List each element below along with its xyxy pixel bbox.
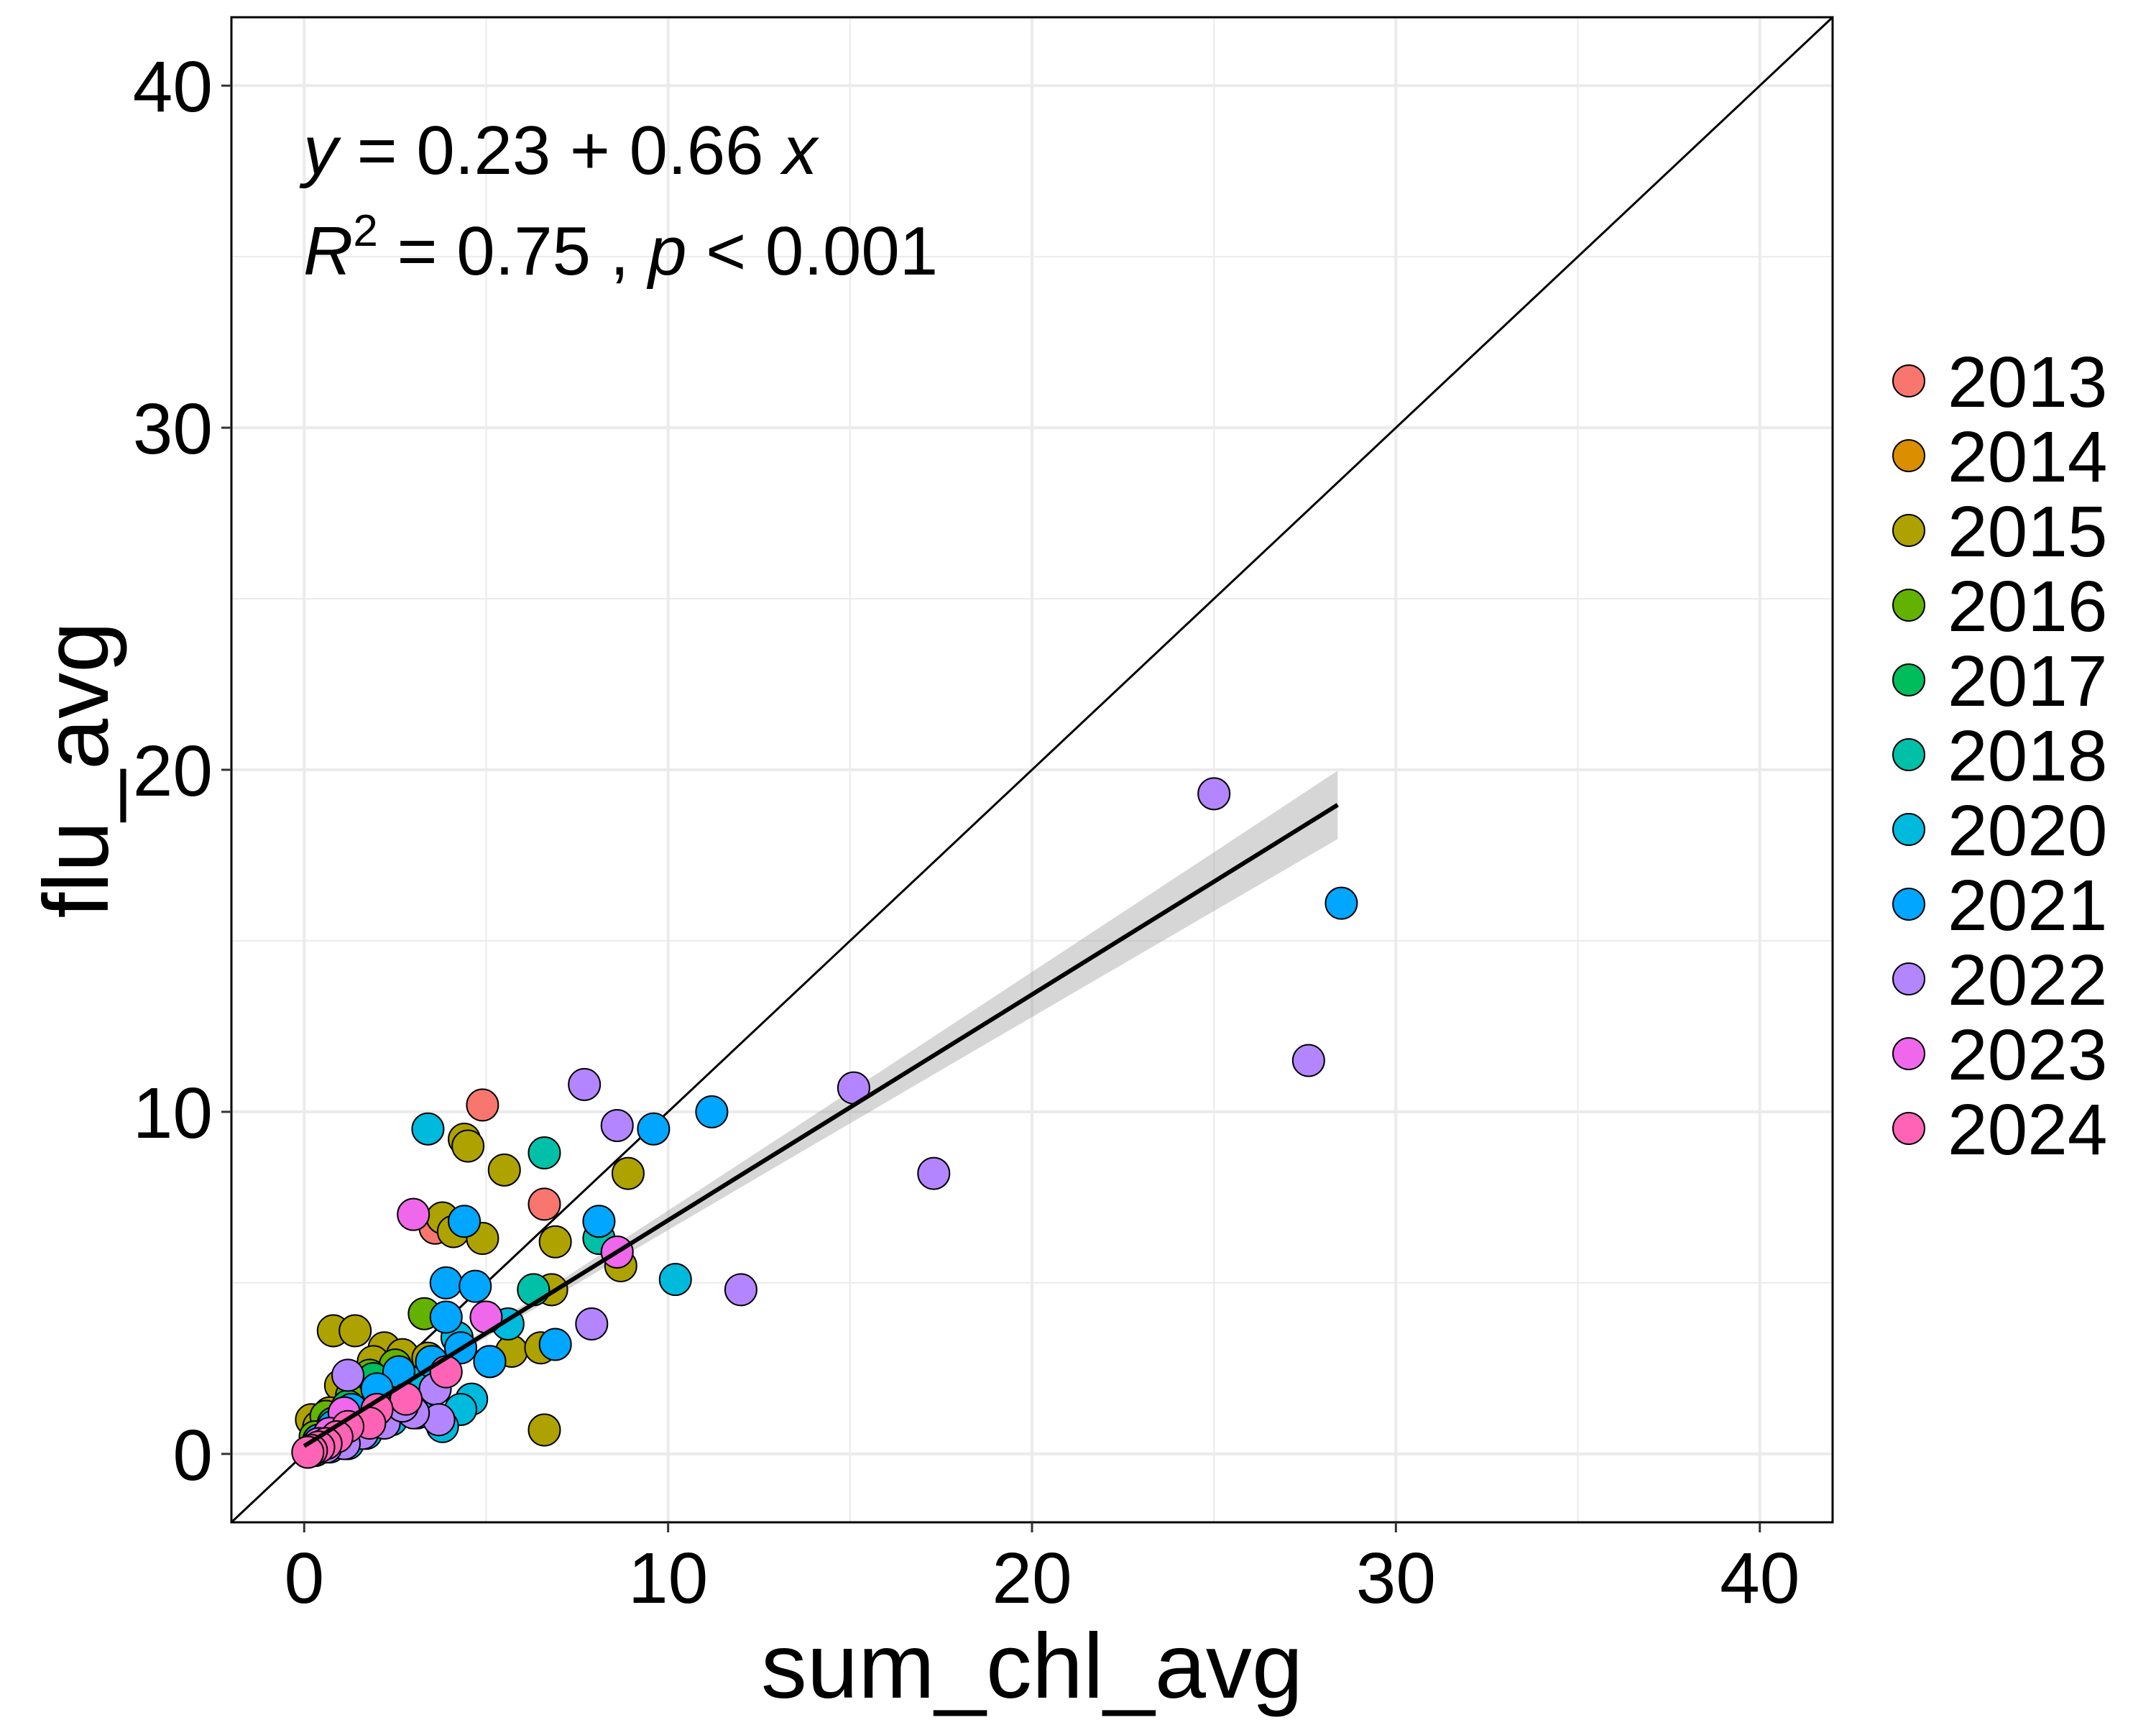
legend-key-2017 [1892,663,1925,696]
point-2022 [1197,777,1231,811]
axis-ticks: 0 10 20 30 40 0 10 20 30 40 [133,47,1800,1619]
legend-label-2015: 2015 [1948,492,2107,572]
legend-key-2023 [1892,1037,1925,1070]
regression-equation: y = 0.23 + 0.66 x R2 = 0.75 , p < 0.001 [299,112,938,290]
legend-label-2020: 2020 [1948,791,2107,871]
point-2021 [695,1095,729,1128]
regression-line-segment [303,803,1339,1448]
point-2013 [466,1088,499,1122]
point-2021 [637,1112,671,1146]
equation-formula: = 0.23 + 0.66 [338,112,783,189]
equation-line-2: R2 = 0.75 , p < 0.001 [303,206,938,290]
legend-label-2018: 2018 [1948,716,2107,796]
point-2021 [1325,886,1358,920]
legend-label-2014: 2014 [1948,417,2107,497]
x-axis-title: sum_chl_avg [761,1615,1303,1718]
point-2015 [538,1225,572,1259]
x-tick-label: 30 [1356,1538,1436,1619]
point-2022 [331,1358,365,1392]
y-tick-label: 40 [133,47,213,127]
point-2021 [429,1300,463,1334]
legend-label-2013: 2013 [1948,342,2107,423]
equation-p-value: < 0.001 [686,213,938,290]
legend-key-2016 [1892,589,1925,622]
point-2015 [487,1153,521,1187]
y-axis-title: flu_avg [25,622,128,919]
point-2015 [338,1314,372,1348]
legend-key-2021 [1892,888,1925,921]
point-2020 [411,1112,445,1146]
legend-label-2017: 2017 [1948,641,2107,722]
point-2013 [528,1187,561,1221]
point-2023 [397,1197,430,1231]
point-2021 [459,1269,492,1303]
point-2018 [517,1273,550,1307]
legend-label-2022: 2022 [1948,940,2107,1021]
equation-x-symbol: x [780,112,819,189]
point-2022 [724,1273,757,1307]
x-tick-label: 20 [992,1538,1072,1619]
y-tick-label: 30 [133,389,213,469]
point-2022 [917,1156,951,1190]
equation-r-superscript: 2 [353,206,377,256]
point-2021 [448,1205,482,1238]
point-2024 [429,1355,463,1389]
equation-y-symbol: y [299,112,341,189]
point-2021 [582,1205,616,1238]
x-tick-label: 10 [628,1538,708,1619]
point-2018 [528,1136,561,1170]
point-2022 [600,1108,634,1142]
legend-key-2024 [1892,1112,1925,1145]
point-2022 [1291,1044,1325,1077]
y-tick-label: 0 [172,1415,213,1496]
identity-line [230,16,1834,1524]
point-2015 [528,1413,561,1447]
point-2022 [575,1307,609,1340]
y-tick-label: 10 [133,1073,213,1154]
point-2024 [291,1435,325,1469]
y-tick-label: 20 [133,731,213,811]
equation-p-symbol: p [646,213,686,290]
regression-line [303,803,1339,1448]
point-2015 [611,1156,645,1190]
point-2022 [568,1067,602,1101]
equation-line-1: y = 0.23 + 0.66 x [299,112,819,189]
point-2021 [429,1266,463,1300]
point-2015 [451,1129,485,1163]
x-tick-label: 40 [1720,1538,1800,1619]
legend-key-2015 [1892,514,1925,547]
legend-key-2022 [1892,962,1925,995]
legend: 2013201420152016201720182020202120222023… [1892,342,2107,1170]
legend-key-2014 [1892,439,1925,472]
equation-r-symbol: R [303,213,353,290]
point-2021 [473,1345,507,1379]
x-tick-label: 0 [284,1538,324,1619]
legend-label-2016: 2016 [1948,566,2107,647]
legend-label-2024: 2024 [1948,1090,2107,1170]
legend-key-2018 [1892,738,1925,771]
point-2021 [538,1328,572,1361]
identity-line-segment [230,16,1834,1524]
legend-label-2023: 2023 [1948,1015,2107,1095]
legend-key-2020 [1892,813,1925,846]
legend-label-2021: 2021 [1948,865,2107,946]
legend-key-2013 [1892,364,1925,397]
point-2020 [658,1263,692,1297]
equation-r2-value: = 0.75 , [378,213,648,290]
